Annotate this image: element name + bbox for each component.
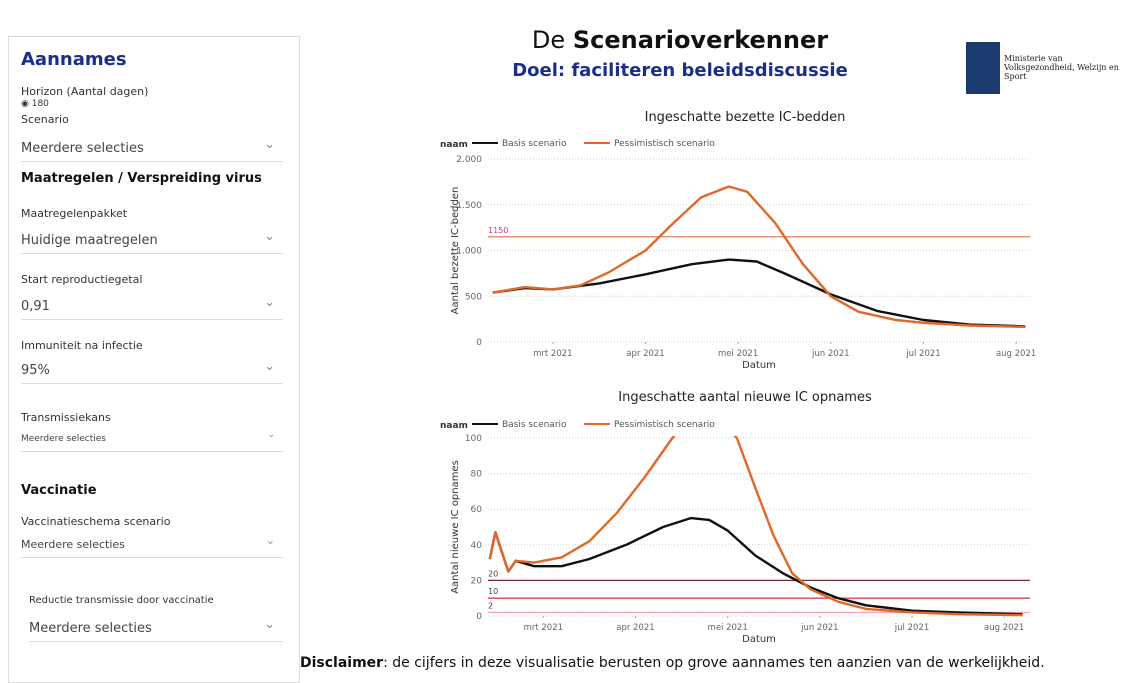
filter-label: Vaccinatieschema scenario <box>21 515 171 528</box>
y-axis-label: Aantal bezette IC-bedden <box>450 187 461 315</box>
filter-label: Scenario <box>21 113 69 126</box>
legend-title: naam <box>440 421 468 431</box>
filter-label: Maatregelenpakket <box>21 207 128 220</box>
chart-title: Ingeschatte bezette IC-bedden <box>645 110 846 125</box>
filter-label: Start reproductiegetal <box>21 273 143 286</box>
page-title: De Scenarioverkenner <box>480 26 880 54</box>
y-tick-label: 1.000 <box>456 247 482 257</box>
filter-label: Reductie transmissie door vaccinatie <box>29 595 214 606</box>
y-tick-label: 1.500 <box>456 201 482 211</box>
y-tick-label: 500 <box>465 292 482 302</box>
legend-label: Basis scenario <box>502 420 567 430</box>
subtitle: Doel: faciliteren beleidsdiscussie <box>512 60 848 81</box>
reference-label: 20 <box>488 569 498 578</box>
dropdown[interactable]: 95% <box>21 355 283 384</box>
y-tick-label: 0 <box>476 338 482 348</box>
y-tick-label: 80 <box>471 470 483 480</box>
x-tick-label: apr 2021 <box>626 349 664 359</box>
y-tick-label: 60 <box>471 505 483 515</box>
legend-label: Pessimistisch scenario <box>614 139 715 149</box>
disclaimer-text: : de cijfers in deze visualisatie berust… <box>383 655 1045 671</box>
reference-label: 2 <box>488 601 493 610</box>
y-axis-label: Aantal nieuwe IC opnames <box>450 460 461 594</box>
x-axis-label: Datum <box>742 360 776 371</box>
filter-label: Transmissiekans <box>21 411 111 424</box>
sidebar: Aannames Horizon (Aantal dagen) ◉ 180 Sc… <box>8 36 300 683</box>
y-tick-label: 2.000 <box>456 155 482 165</box>
x-tick-label: mrt 2021 <box>533 349 572 359</box>
y-tick-label: 40 <box>471 541 483 551</box>
reference-label: 1150 <box>488 226 508 235</box>
x-tick-label: jul 2021 <box>905 349 940 359</box>
reference-label: 10 <box>488 587 498 596</box>
x-axis-label: Datum <box>742 634 776 645</box>
section-title: Maatregelen / Verspreiding virus <box>21 171 262 186</box>
disclaimer-bold: Disclaimer <box>300 655 384 671</box>
x-tick-label: jun 2021 <box>811 349 849 359</box>
series-line <box>488 436 1023 617</box>
y-tick-label: 100 <box>465 434 482 444</box>
x-tick-label: mei 2021 <box>708 623 748 633</box>
series-line <box>492 258 1026 328</box>
y-tick-label: 0 <box>476 612 482 622</box>
x-tick-label: apr 2021 <box>616 623 654 633</box>
chart-title: Ingeschatte aantal nieuwe IC opnames <box>618 390 872 405</box>
title-plain: De <box>531 26 566 54</box>
y-tick-label: 20 <box>471 576 483 586</box>
x-tick-label: mei 2021 <box>718 349 758 359</box>
section-title: Vaccinatie <box>21 483 97 498</box>
legend-title: naam <box>440 140 468 150</box>
disclaimer: Disclaimer: de cijfers in deze visualisa… <box>300 655 1045 671</box>
logo-text: Ministerie van Volksgezondheid, Welzijn … <box>1004 54 1119 81</box>
sidebar-title: Aannames <box>21 49 127 70</box>
legend-label: Basis scenario <box>502 139 567 149</box>
dropdown[interactable]: Meerdere selecties <box>21 423 283 452</box>
dropdown[interactable]: Meerdere selecties <box>29 613 283 642</box>
logo-mark <box>966 42 1000 94</box>
x-tick-label: mrt 2021 <box>524 623 563 633</box>
legend-label: Pessimistisch scenario <box>614 420 715 430</box>
dropdown[interactable]: 0,91 <box>21 291 283 320</box>
series-line <box>488 516 1023 616</box>
plot-area <box>492 185 1026 329</box>
dropdown[interactable]: Meerdere selecties <box>21 133 283 162</box>
radio-label: 180 <box>31 99 49 109</box>
filter-label: Horizon (Aantal dagen) <box>21 85 149 98</box>
x-tick-label: aug 2021 <box>984 623 1024 633</box>
series-line <box>492 185 1026 329</box>
x-tick-label: aug 2021 <box>996 349 1036 359</box>
plot-area <box>488 436 1023 617</box>
x-tick-label: jun 2021 <box>800 623 838 633</box>
filter-label: Immuniteit na infectie <box>21 339 143 352</box>
x-tick-label: jul 2021 <box>894 623 929 633</box>
dropdown[interactable]: Huidige maatregelen <box>21 225 283 254</box>
title-bold: Scenarioverkenner <box>572 26 829 54</box>
dropdown[interactable]: Meerdere selecties <box>21 529 283 558</box>
radio-option[interactable]: ◉ 180 <box>21 99 49 109</box>
